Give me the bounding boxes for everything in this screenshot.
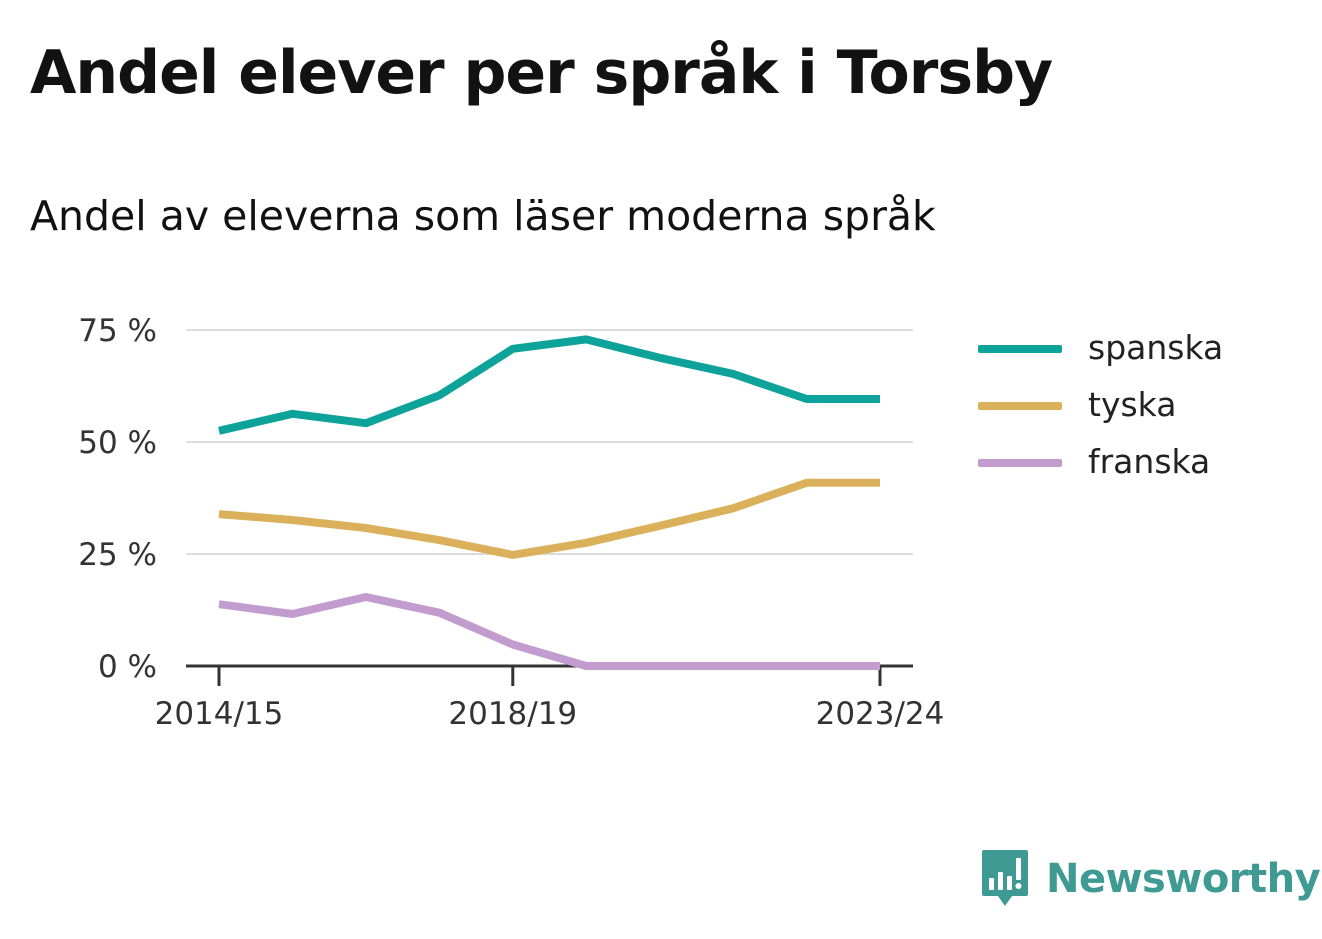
brand-logo: Newsworthy (980, 848, 1321, 910)
y-tick-label: 50 % (78, 425, 157, 461)
series-lines (218, 335, 880, 670)
brand-name: Newsworthy (1046, 856, 1321, 902)
y-tick-label: 0 % (98, 649, 157, 685)
legend-label: franska (1088, 442, 1211, 481)
series-line-franska (218, 593, 880, 670)
y-tick-label: 75 % (78, 313, 157, 349)
legend-swatch (978, 402, 1062, 410)
chart-title: Andel elever per språk i Torsby (30, 38, 1053, 108)
chart-subtitle: Andel av eleverna som läser moderna språ… (30, 192, 936, 240)
legend-swatch (978, 459, 1062, 467)
x-tick-label: 2018/19 (448, 696, 577, 732)
legend-label: spanska (1088, 328, 1224, 367)
y-tick-label: 25 % (78, 537, 157, 573)
x-tick-label: 2023/24 (816, 696, 945, 732)
x-tick-label: 2014/15 (155, 696, 284, 732)
series-line-tyska (218, 478, 880, 559)
series-line-spanska (218, 335, 880, 435)
legend-label: tyska (1088, 385, 1177, 424)
legend-swatch (978, 345, 1062, 353)
grid-lines (186, 329, 913, 555)
newsworthy-bar-chart-icon (982, 850, 1028, 906)
